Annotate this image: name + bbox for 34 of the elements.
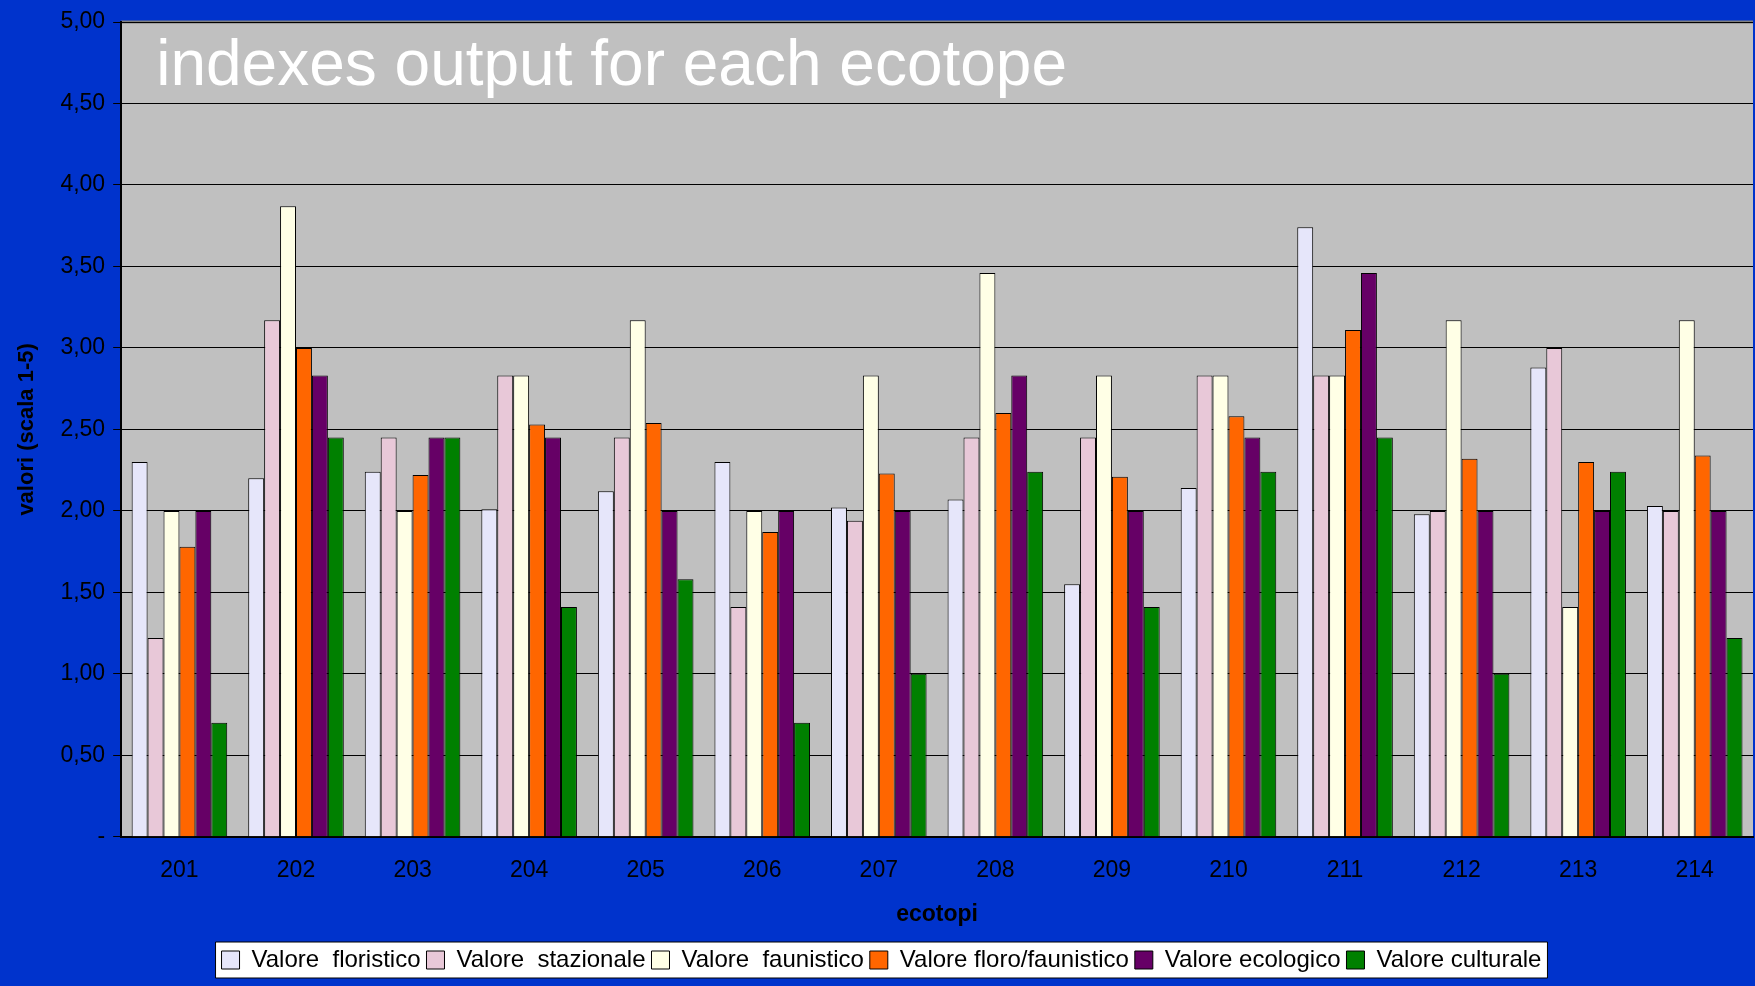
x-tick-label: 209 <box>1092 855 1132 882</box>
x-tick-label: 207 <box>859 855 898 882</box>
legend-label: Valore culturale <box>1376 944 1542 972</box>
legend-label: Valore stazionale <box>456 944 646 972</box>
x-tick-label: 203 <box>393 855 432 882</box>
y-tick-label: 2,00 <box>60 496 106 523</box>
y-tick-label: 0,50 <box>60 740 106 767</box>
y-tick-label: 2,50 <box>60 414 106 441</box>
x-tick-label: 204 <box>509 855 549 882</box>
chart-title: indexes output for each ecotope <box>156 26 1068 99</box>
x-tick-label: 211 <box>1326 855 1364 882</box>
y-tick-label: 3,50 <box>60 251 106 278</box>
x-tick-label: 214 <box>1675 855 1715 882</box>
legend-label: Valore ecologico <box>1164 944 1341 972</box>
legend-label: Valore faunistico <box>681 944 864 972</box>
x-tick-label: 213 <box>1558 855 1598 882</box>
x-tick-label: 202 <box>276 855 316 882</box>
y-tick-label: 4,50 <box>60 88 106 115</box>
legend-label: Valore floristico <box>251 944 421 972</box>
x-tick-label: 201 <box>160 855 199 882</box>
y-tick-label: 3,00 <box>60 333 106 360</box>
x-tick-label: 210 <box>1209 855 1248 882</box>
y-axis-title: valori (scala 1-5) <box>13 343 39 516</box>
x-tick-label: 206 <box>743 855 782 882</box>
x-axis-title: ecotopi <box>896 899 978 926</box>
legend-label: Valore floro/faunistico <box>899 944 1129 972</box>
y-tick-label: 4,00 <box>60 170 106 197</box>
x-tick-label: 208 <box>976 855 1015 882</box>
x-tick-label: 212 <box>1442 855 1481 882</box>
x-tick-label: 205 <box>626 855 665 882</box>
y-tick-label: 5,00 <box>60 7 106 34</box>
y-tick-label: - <box>97 822 106 849</box>
y-tick-label: 1,00 <box>60 659 106 686</box>
y-tick-label: 1,50 <box>60 577 106 604</box>
